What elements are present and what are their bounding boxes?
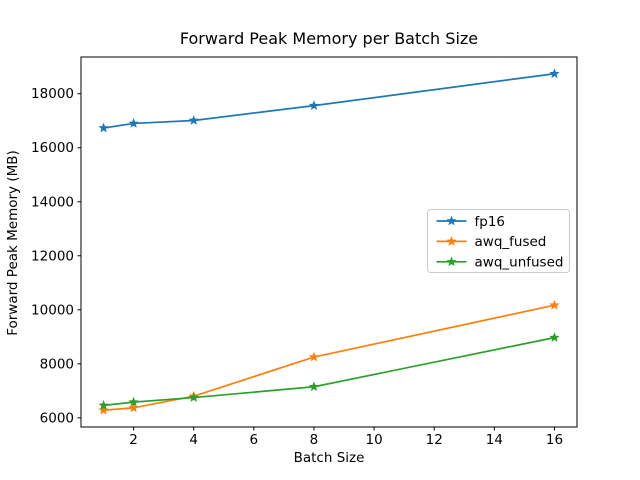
legend-sample-marker: [446, 215, 457, 226]
legend-box: [427, 209, 570, 273]
y-tick-label: 12000: [31, 248, 74, 264]
x-tick-label: 4: [189, 432, 198, 448]
marker-fp16: [549, 68, 560, 79]
chart-title: Forward Peak Memory per Batch Size: [179, 29, 479, 48]
marker-awq_fused: [549, 299, 560, 310]
marker-awq_unfused: [308, 381, 320, 392]
marker-fp16: [98, 122, 109, 133]
y-tick-label: 8000: [40, 356, 74, 372]
marker-awq_fused: [98, 404, 109, 415]
marker-awq_unfused: [188, 392, 199, 402]
x-tick-label: 10: [365, 432, 382, 448]
marker-awq_unfused: [128, 396, 139, 407]
marker-awq_fused: [128, 402, 139, 413]
x-tick-label: 14: [486, 432, 503, 448]
series-line-awq_unfused: [102, 336, 556, 407]
x-tick-label: 6: [250, 432, 259, 448]
legend-label-awq_unfused: awq_unfused: [475, 255, 564, 271]
legend-label-fp16: fp16: [475, 214, 506, 230]
series-line-fp16: [102, 72, 556, 129]
marker-awq_unfused: [98, 399, 109, 410]
x-tick-label: 2: [129, 432, 138, 448]
y-tick-label: 6000: [40, 410, 74, 426]
x-tick-label: 16: [546, 432, 563, 448]
marker-fp16: [308, 100, 320, 110]
legend-sample-marker: [446, 256, 457, 267]
marker-awq_fused: [308, 351, 320, 362]
legend-sample-marker: [446, 236, 457, 246]
x-axis-label: Batch Size: [293, 450, 365, 466]
y-tick-label: 14000: [31, 194, 74, 210]
axes-spines: [80, 56, 578, 428]
series-line-awq_fused: [102, 304, 556, 412]
y-axis-label: Forward Peak Memory (MB): [5, 150, 21, 336]
marker-fp16: [188, 115, 199, 125]
marker-fp16: [128, 118, 139, 128]
x-tick-label: 8: [310, 432, 319, 448]
x-tick-label: 12: [426, 432, 443, 448]
legend-label-awq_fused: awq_fused: [475, 234, 547, 250]
y-tick-label: 10000: [31, 302, 74, 318]
marker-awq_unfused: [549, 332, 560, 342]
y-tick-label: 18000: [31, 86, 74, 102]
y-tick-label: 16000: [31, 140, 74, 156]
